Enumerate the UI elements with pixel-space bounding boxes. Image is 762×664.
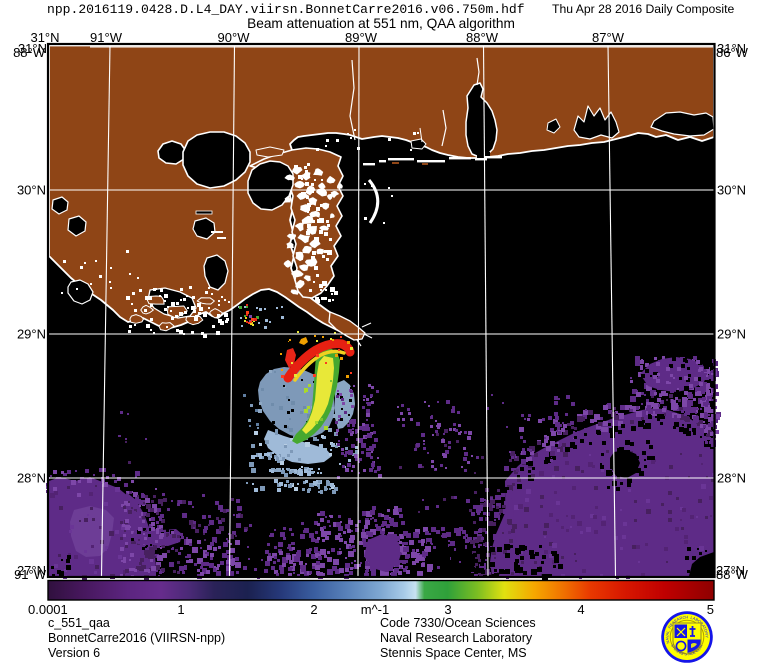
svg-text:31°N: 31°N xyxy=(30,30,59,45)
svg-text:88°W: 88°W xyxy=(466,30,499,45)
svg-text:Code 7330/Ocean Sciences: Code 7330/Ocean Sciences xyxy=(380,616,536,630)
svg-text:87°W: 87°W xyxy=(592,30,625,45)
svg-text:86°W: 86°W xyxy=(716,45,749,60)
svg-text:BonnetCarre2016 (VIIRSN-npp): BonnetCarre2016 (VIIRSN-npp) xyxy=(48,631,225,645)
svg-text:0.0001: 0.0001 xyxy=(28,602,68,617)
svg-text:30°N: 30°N xyxy=(17,183,46,198)
svg-text:3: 3 xyxy=(444,602,451,617)
svg-text:88°W: 88°W xyxy=(13,45,46,60)
svg-text:1: 1 xyxy=(177,602,184,617)
svg-text:Naval Research Laboratory: Naval Research Laboratory xyxy=(380,631,533,645)
svg-text:27°N: 27°N xyxy=(17,563,46,578)
svg-text:89°W: 89°W xyxy=(345,30,378,45)
svg-text:29°N: 29°N xyxy=(17,327,46,342)
svg-text:27°N: 27°N xyxy=(716,563,745,578)
svg-text:30°N: 30°N xyxy=(717,183,746,198)
svg-text:91°W: 91°W xyxy=(14,567,47,582)
svg-text:28°N: 28°N xyxy=(17,471,46,486)
svg-text:m^-1: m^-1 xyxy=(361,602,390,617)
svg-text:Beam attenuation at 551 nm, QA: Beam attenuation at 551 nm, QAA algorith… xyxy=(247,16,515,31)
svg-text:2: 2 xyxy=(310,602,317,617)
svg-text:91°W: 91°W xyxy=(90,30,123,45)
svg-text:28°N: 28°N xyxy=(717,471,746,486)
svg-text:5: 5 xyxy=(707,602,714,617)
svg-text:4: 4 xyxy=(577,602,584,617)
svg-text:npp.2016119.0428.D.L4_DAY.viir: npp.2016119.0428.D.L4_DAY.viirsn.BonnetC… xyxy=(47,2,525,17)
svg-text:31°N: 31°N xyxy=(18,41,47,56)
svg-text:88°W: 88°W xyxy=(716,567,749,582)
svg-text:31°N: 31°N xyxy=(717,41,746,56)
svg-text:Version 6: Version 6 xyxy=(48,646,100,660)
svg-text:c_551_qaa: c_551_qaa xyxy=(48,616,110,630)
svg-text:Stennis Space Center, MS: Stennis Space Center, MS xyxy=(380,646,527,660)
svg-text:29°N: 29°N xyxy=(717,327,746,342)
svg-text:90°W: 90°W xyxy=(218,30,251,45)
svg-text:Thu Apr 28 2016 Daily Composit: Thu Apr 28 2016 Daily Composite xyxy=(552,2,734,16)
